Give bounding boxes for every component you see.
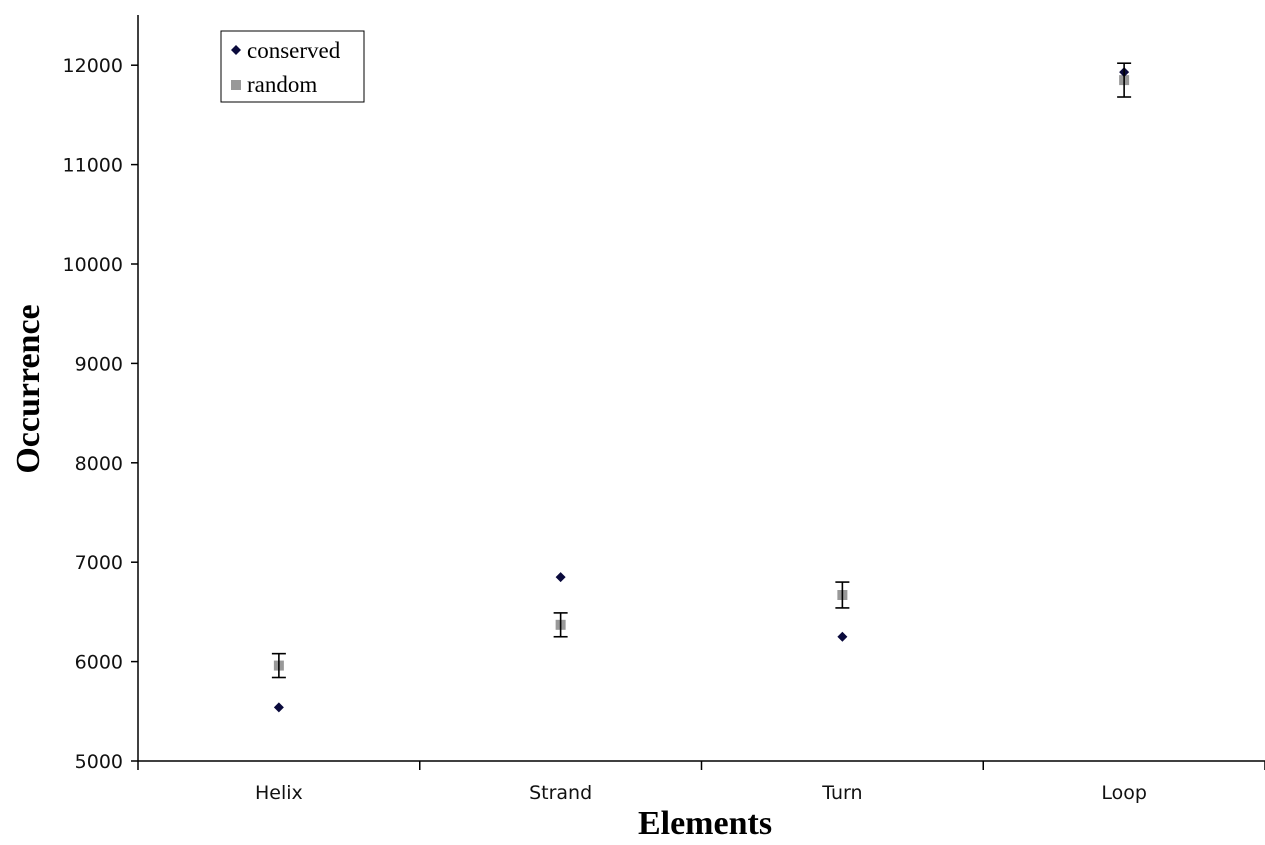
x-tick-label: Helix (255, 782, 303, 804)
random-error-bar (1117, 62, 1132, 98)
axes (137, 15, 1265, 762)
y-axis-title: Occurrence (10, 304, 47, 473)
legend-conserved-label: conserved (247, 38, 341, 63)
legend-random-marker (231, 80, 241, 90)
x-ticks: Helix Strand Turn Loop (137, 761, 1265, 804)
y-tick-label: 6000 (75, 652, 123, 674)
random-error-bar (271, 652, 286, 679)
x-tick-label: Turn (821, 782, 862, 804)
random-error-bar (835, 581, 850, 609)
x-tick-label: Loop (1101, 782, 1147, 804)
legend-conserved-marker (231, 45, 241, 55)
x-axis-title: Elements (638, 805, 772, 842)
y-tick-label: 7000 (75, 552, 123, 574)
y-ticks: 5000 6000 7000 8000 9000 10000 11000 12000 (63, 55, 138, 773)
legend: conserved random (220, 30, 365, 103)
y-tick-label: 9000 (75, 353, 123, 375)
conserved-point (273, 702, 284, 713)
y-tick-label: 11000 (63, 155, 123, 177)
legend-box (220, 30, 365, 103)
x-tick-label: Strand (529, 782, 592, 804)
random-error-bar (553, 612, 568, 638)
conserved-point (837, 631, 848, 642)
y-tick-label: 8000 (75, 453, 123, 475)
legend-random-label: random (247, 72, 317, 97)
data-marks (271, 62, 1132, 713)
y-tick-label: 12000 (63, 55, 123, 77)
y-tick-label: 5000 (75, 751, 123, 773)
conserved-point (555, 572, 566, 583)
y-tick-label: 10000 (63, 254, 123, 276)
